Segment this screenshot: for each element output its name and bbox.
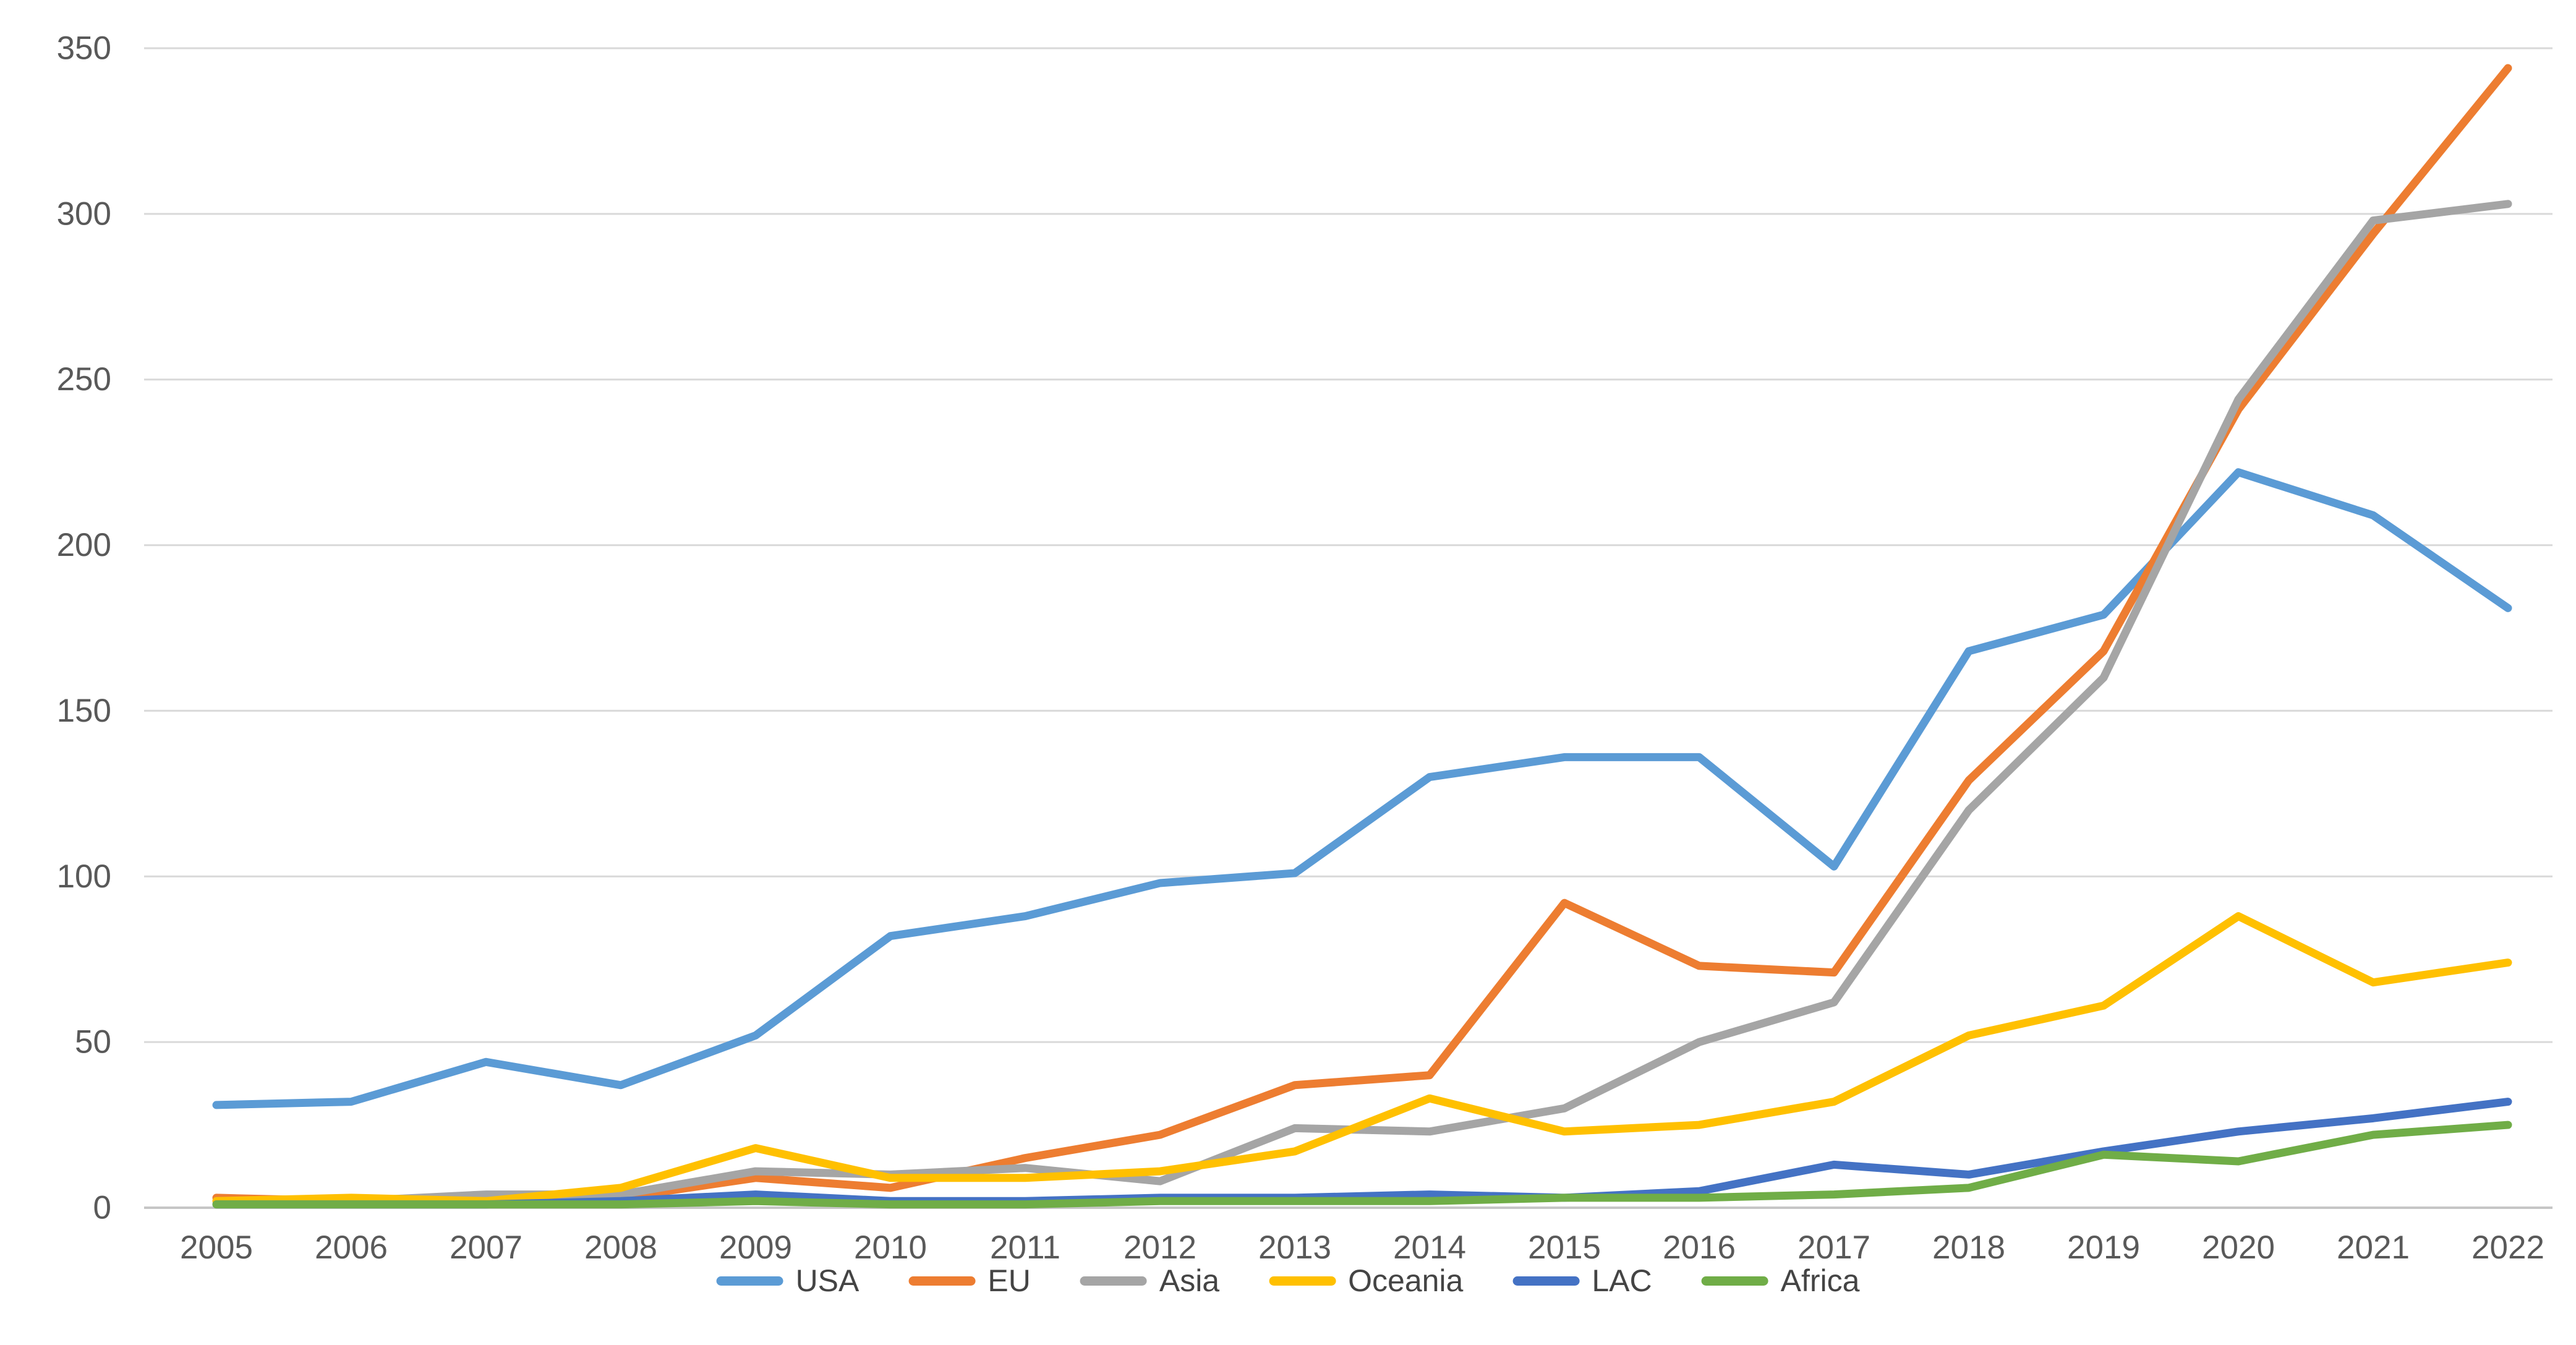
x-axis-tick-label: 2022 (2472, 1229, 2544, 1266)
x-axis-tick-label: 2007 (450, 1229, 522, 1266)
legend-item-africa: Africa (1701, 1263, 1860, 1299)
y-axis-tick-label: 250 (57, 361, 111, 398)
x-axis-tick-label: 2014 (1393, 1229, 1466, 1266)
x-axis-tick-label: 2020 (2202, 1229, 2275, 1266)
legend: USA EU Asia Oceania LAC Africa (716, 1263, 1860, 1299)
x-axis-tick-label: 2011 (990, 1229, 1060, 1266)
legend-label: Asia (1159, 1263, 1220, 1298)
legend-swatch-eu (908, 1276, 976, 1286)
series-line-lac (212, 1098, 2512, 1209)
legend-label: Oceania (1348, 1263, 1464, 1298)
legend-item-lac: LAC (1512, 1263, 1652, 1299)
legend-swatch-asia (1080, 1276, 1147, 1286)
x-axis-tick-label: 2008 (584, 1229, 657, 1266)
x-axis-tick-label: 2018 (1932, 1229, 2005, 1266)
series-line-oceania (212, 912, 2512, 1205)
y-axis-tick-label: 350 (57, 30, 111, 67)
x-axis-tick-label: 2012 (1124, 1229, 1196, 1266)
x-axis-tick-label: 2005 (180, 1229, 253, 1266)
x-axis-tick-label: 2010 (854, 1229, 927, 1266)
x-axis-tick-label: 2009 (719, 1229, 792, 1266)
legend-swatch-africa (1701, 1276, 1768, 1286)
legend-item-oceania: Oceania (1269, 1263, 1463, 1299)
y-axis-tick-label: 100 (57, 858, 111, 895)
x-axis-tick-label: 2019 (2067, 1229, 2140, 1266)
y-axis-tick-label: 0 (93, 1190, 111, 1226)
x-axis-tick-label: 2017 (1798, 1229, 1870, 1266)
y-axis-tick-label: 200 (57, 527, 111, 563)
legend-swatch-oceania (1269, 1276, 1336, 1286)
series-line-eu (212, 64, 2512, 1205)
legend-item-asia: Asia (1080, 1263, 1219, 1299)
series-line-africa (212, 1121, 2512, 1209)
legend-label: Africa (1780, 1263, 1860, 1298)
x-axis-tick-label: 2015 (1528, 1229, 1601, 1266)
legend-label: EU (987, 1263, 1031, 1298)
x-axis-tick-label: 2006 (315, 1229, 388, 1266)
legend-label: LAC (1592, 1263, 1652, 1298)
y-axis-tick-label: 50 (75, 1024, 111, 1061)
legend-item-usa: USA (716, 1263, 859, 1299)
legend-label: USA (795, 1263, 859, 1298)
x-axis-tick-label: 2016 (1663, 1229, 1736, 1266)
y-axis-tick-label: 300 (57, 195, 111, 232)
legend-item-eu: EU (908, 1263, 1031, 1299)
x-axis-tick-label: 2013 (1258, 1229, 1331, 1266)
legend-swatch-lac (1512, 1276, 1580, 1286)
series-line-asia (212, 200, 2512, 1205)
x-axis-tick-label: 2021 (2337, 1229, 2410, 1266)
series-line-usa (212, 468, 2512, 1109)
legend-swatch-usa (716, 1276, 783, 1286)
y-axis-tick-label: 150 (57, 693, 111, 729)
